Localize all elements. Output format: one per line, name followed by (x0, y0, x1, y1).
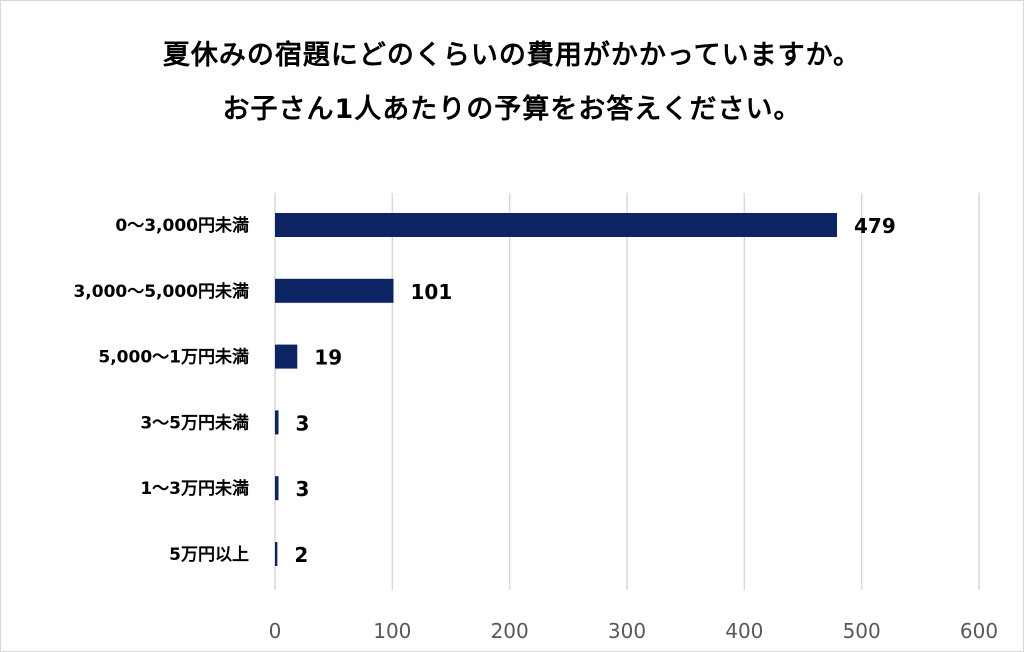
data-label: 479 (854, 214, 896, 238)
data-label: 19 (314, 346, 342, 370)
data-label: 3 (296, 477, 310, 501)
chart-title-line-1: 夏休みの宿題にどのくらいの費用がかかっていますか。 (162, 40, 862, 71)
x-tick-label: 100 (373, 619, 411, 643)
data-label: 3 (296, 411, 310, 435)
bar (275, 213, 838, 237)
x-tick-label: 200 (491, 619, 529, 643)
data-label: 2 (294, 543, 308, 567)
x-tick-label: 500 (843, 619, 881, 643)
category-label: 0〜3,000円未満 (115, 215, 249, 236)
x-tick-label: 300 (608, 619, 646, 643)
bar (275, 476, 279, 501)
category-label: 5,000〜1万円未満 (98, 347, 249, 368)
category-label: 3,000〜5,000円未満 (73, 281, 249, 302)
x-tick-label: 400 (725, 619, 763, 643)
category-label: 3〜5万円未満 (140, 412, 249, 433)
bars (275, 213, 838, 566)
bar (275, 278, 394, 303)
category-labels: 0〜3,000円未満 3,000〜5,000円未満 5,000〜1万円未満 3〜5万円… (73, 215, 249, 565)
gridlines (274, 193, 980, 590)
x-tick-label: 600 (960, 619, 998, 643)
bar (275, 542, 278, 566)
category-label: 1〜3万円未満 (140, 478, 249, 499)
value-labels: 479 101 19 3 3 2 (294, 214, 895, 567)
x-tick-labels: 0 100 200 300 400 500 600 (269, 619, 998, 643)
bar (275, 344, 298, 369)
category-label: 5万円以上 (169, 545, 249, 565)
data-label: 101 (411, 280, 453, 304)
chart-title-line-2: お子さん1人あたりの予算をお答えください。 (222, 94, 802, 125)
bar (275, 410, 279, 435)
x-tick-label: 0 (269, 619, 282, 643)
